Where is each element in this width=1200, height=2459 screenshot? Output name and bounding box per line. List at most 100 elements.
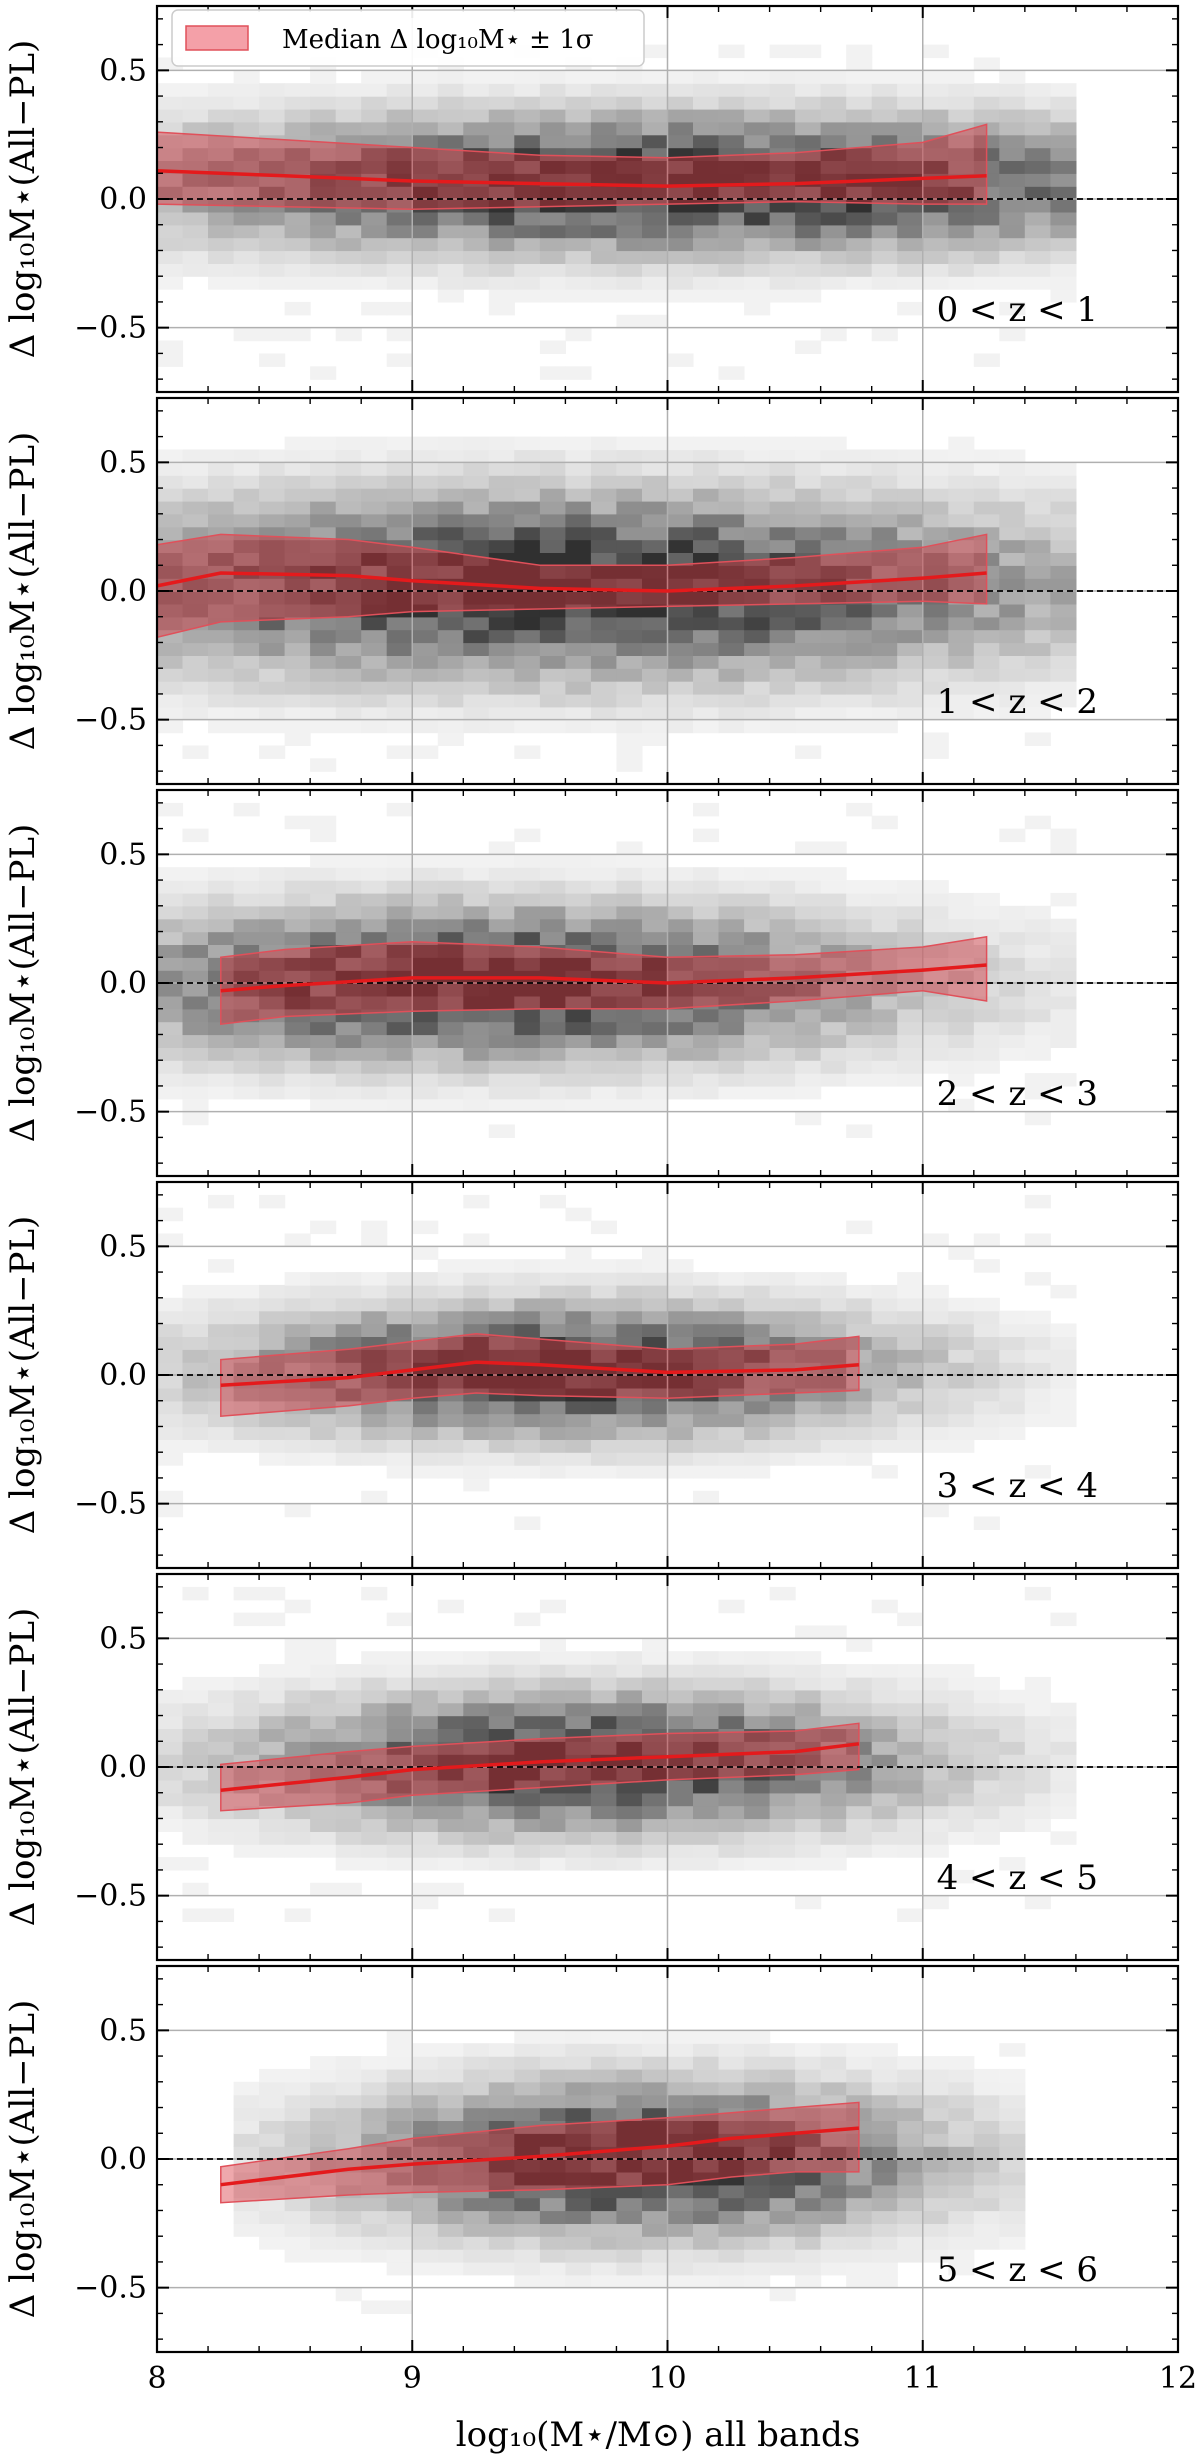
heatmap-bin: [693, 1490, 720, 1505]
heatmap-bin: [744, 2094, 771, 2109]
heatmap-bin: [999, 301, 1026, 316]
heatmap-bin: [769, 237, 796, 252]
heatmap-bin: [539, 2081, 566, 2096]
heatmap-bin: [922, 2146, 949, 2160]
heatmap-bin: [488, 1767, 515, 1781]
heatmap-bin: [259, 1676, 286, 1691]
heatmap-bin: [157, 1779, 184, 1794]
heatmap-bin: [463, 1021, 490, 1036]
heatmap-bin: [769, 2210, 796, 2224]
heatmap-bin: [284, 995, 311, 1010]
median-line: [220, 1360, 860, 1388]
heatmap-bin: [259, 1426, 286, 1440]
heatmap-bin: [590, 1323, 617, 1337]
heatmap-bin: [693, 2210, 720, 2224]
heatmap-bin: [157, 1400, 184, 1415]
heatmap-bin: [412, 1323, 439, 1337]
heatmap-bin: [488, 1272, 515, 1286]
heatmap-bin: [693, 1008, 720, 1023]
heatmap-bin: [463, 957, 490, 971]
heatmap-bin: [590, 931, 617, 945]
heatmap-bin: [157, 552, 184, 566]
heatmap-bin: [897, 1008, 924, 1023]
heatmap-bin: [795, 211, 822, 226]
heatmap-bin: [897, 1779, 924, 1794]
heatmap-bin: [795, 83, 822, 97]
heatmap-bin: [871, 603, 898, 618]
heatmap-bin: [973, 1387, 1000, 1402]
heatmap-bin: [437, 1805, 464, 1820]
heatmap-bin: [565, 2261, 592, 2276]
heatmap-bin: [157, 449, 184, 463]
heatmap-bin: [718, 1452, 745, 1466]
heatmap-bin: [769, 2171, 796, 2186]
heatmap-bin: [208, 1259, 235, 1273]
heatmap-bin: [973, 2094, 1000, 2109]
heatmap-bin: [795, 1034, 822, 1048]
heatmap-bin: [437, 1831, 464, 1845]
heatmap-bin: [157, 1323, 184, 1337]
heatmap-bin: [769, 488, 796, 502]
heatmap-bin: [769, 1754, 796, 1768]
heatmap-bin: [412, 2197, 439, 2212]
heatmap-bin: [208, 1021, 235, 1036]
heatmap-bin: [616, 995, 643, 1010]
heatmap-bin: [590, 224, 617, 239]
heatmap-bin: [157, 1349, 184, 1363]
heatmap-bin: [718, 1413, 745, 1428]
heatmap-bin: [922, 1715, 949, 1729]
heatmap-bin: [157, 1728, 184, 1742]
heatmap-bin: [335, 1098, 362, 1113]
heatmap-bin: [335, 642, 362, 656]
heatmap-bin: [897, 2120, 924, 2134]
heatmap-bin: [259, 1831, 286, 1845]
heatmap-bin: [744, 2261, 771, 2276]
heatmap-bin: [795, 1728, 822, 1742]
heatmap-bin: [361, 2249, 388, 2263]
heatmap-bin: [437, 1336, 464, 1350]
heatmap-bin: [744, 83, 771, 97]
heatmap-bin: [233, 1073, 260, 1087]
heatmap-bin: [744, 500, 771, 515]
heatmap-bin: [208, 1336, 235, 1350]
heatmap-bin: [590, 1465, 617, 1479]
heatmap-bin: [437, 1818, 464, 1832]
heatmap-bin: [795, 681, 822, 695]
heatmap-bin: [208, 121, 235, 136]
heatmap-bin: [820, 867, 847, 881]
heatmap-bin: [718, 2261, 745, 2276]
heatmap-bin: [718, 289, 745, 303]
heatmap-bin: [846, 1831, 873, 1845]
heatmap-bin: [1024, 1323, 1051, 1337]
heatmap-bin: [769, 2287, 796, 2302]
heatmap-bin: [284, 2107, 311, 2121]
heatmap-bin: [616, 1439, 643, 1453]
heatmap-bin: [718, 224, 745, 239]
heatmap-bin: [259, 892, 286, 907]
heatmap-bin: [999, 706, 1026, 721]
heatmap-bin: [871, 681, 898, 695]
heatmap-bin: [514, 1021, 541, 1036]
heatmap-bin: [795, 2107, 822, 2121]
heatmap-bin: [667, 526, 694, 541]
heatmap-bin: [590, 1413, 617, 1428]
heatmap-bin: [386, 475, 413, 489]
heatmap-bin: [157, 1490, 184, 1505]
heatmap-bin: [437, 2261, 464, 2276]
x-ticks: [156, 6, 1179, 392]
heatmap-bin: [590, 693, 617, 708]
heatmap-bin: [310, 2197, 337, 2212]
heatmap-bin: [642, 2249, 669, 2263]
heatmap-bin: [948, 681, 975, 695]
heatmap-bin: [361, 1676, 388, 1691]
heatmap-bin: [922, 526, 949, 541]
heatmap-bin: [871, 565, 898, 579]
heatmap-bin: [693, 693, 720, 708]
heatmap-bin: [565, 1452, 592, 1466]
heatmap-bin: [693, 289, 720, 303]
heatmap-bin: [1050, 931, 1077, 945]
heatmap-bin: [897, 1831, 924, 1845]
heatmap-bin: [820, 1073, 847, 1087]
heatmap-bin: [948, 513, 975, 528]
heatmap-bin: [284, 706, 311, 721]
